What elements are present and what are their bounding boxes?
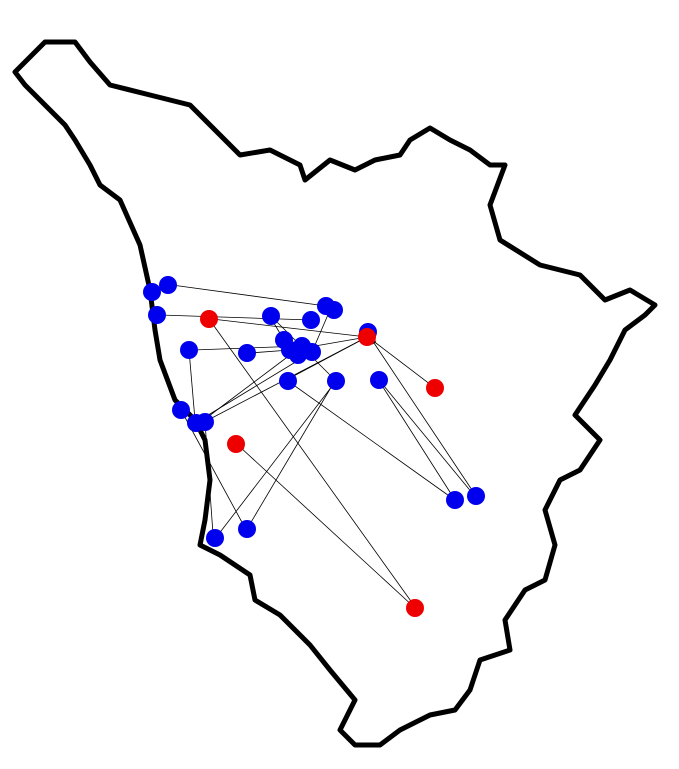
edges [159,283,477,609]
nodes [143,276,485,617]
region-outline [12,39,658,748]
red-nodes [200,310,444,617]
